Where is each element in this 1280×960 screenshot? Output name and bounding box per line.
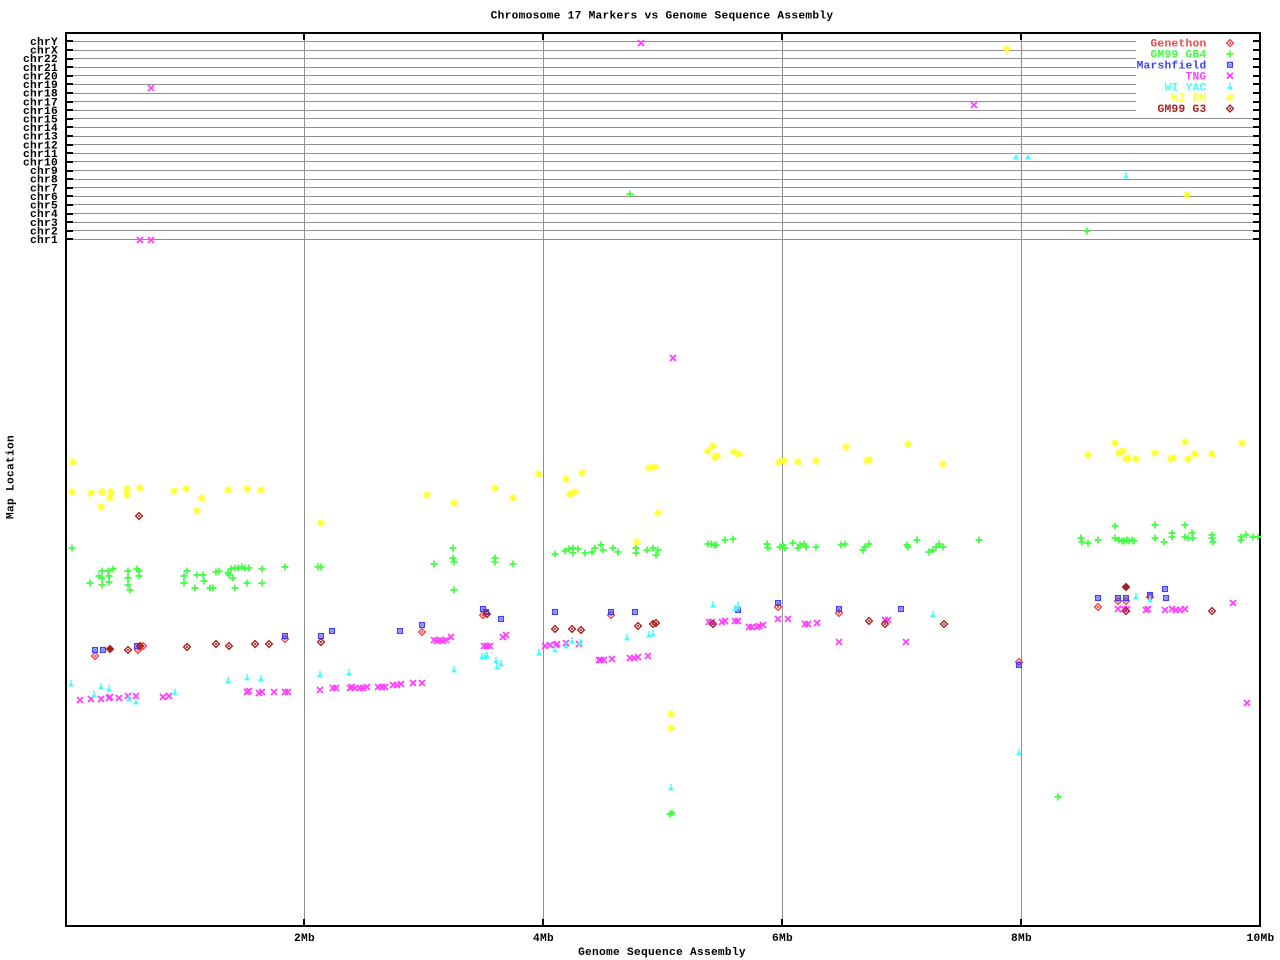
svg-text:Genethon: Genethon (1151, 39, 1207, 51)
svg-text:Chromosome 17 Markers vs Genom: Chromosome 17 Markers vs Genome Sequence… (491, 11, 834, 23)
svg-text:chr5: chr5 (30, 201, 58, 213)
svg-text:2Mb: 2Mb (294, 933, 315, 945)
svg-text:chr6: chr6 (30, 192, 58, 204)
svg-text:chrY: chrY (30, 37, 58, 49)
svg-text:Map Location: Map Location (6, 435, 18, 519)
svg-text:Marshfield: Marshfield (1137, 60, 1207, 72)
svg-text:chr8: chr8 (30, 175, 58, 187)
svg-text:chr16: chr16 (23, 106, 58, 118)
svg-text:chr14: chr14 (23, 123, 58, 135)
svg-text:chr21: chr21 (23, 63, 58, 75)
svg-text:chrX: chrX (30, 46, 58, 58)
svg-text:chr17: chr17 (23, 97, 58, 109)
svg-text:chr20: chr20 (23, 71, 58, 83)
svg-text:chr13: chr13 (23, 132, 58, 144)
svg-text:chr3: chr3 (30, 218, 58, 230)
svg-text:chr9: chr9 (30, 166, 58, 178)
svg-text:10Mb: 10Mb (1247, 933, 1275, 945)
svg-text:WI RH: WI RH (1172, 93, 1207, 105)
svg-text:Genome Sequence Assembly: Genome Sequence Assembly (578, 947, 746, 959)
svg-text:6Mb: 6Mb (772, 933, 793, 945)
svg-text:chr10: chr10 (23, 158, 58, 170)
svg-text:chr15: chr15 (23, 115, 58, 127)
svg-text:chr4: chr4 (30, 209, 58, 221)
svg-text:chr12: chr12 (23, 140, 58, 152)
svg-text:GM99 G3: GM99 G3 (1158, 104, 1207, 116)
svg-text:WI YAC: WI YAC (1165, 82, 1207, 94)
svg-text:chr7: chr7 (30, 183, 58, 195)
svg-text:chr19: chr19 (23, 80, 58, 92)
svg-text:4Mb: 4Mb (533, 933, 554, 945)
svg-text:chr11: chr11 (23, 149, 58, 161)
svg-text:chr18: chr18 (23, 89, 58, 101)
svg-text:GM99 GB4: GM99 GB4 (1151, 50, 1207, 62)
svg-text:chr22: chr22 (23, 54, 58, 66)
svg-text:8Mb: 8Mb (1011, 933, 1032, 945)
svg-text:TNG: TNG (1186, 71, 1207, 83)
svg-text:chr1: chr1 (30, 235, 58, 247)
svg-text:chr2: chr2 (30, 226, 58, 238)
